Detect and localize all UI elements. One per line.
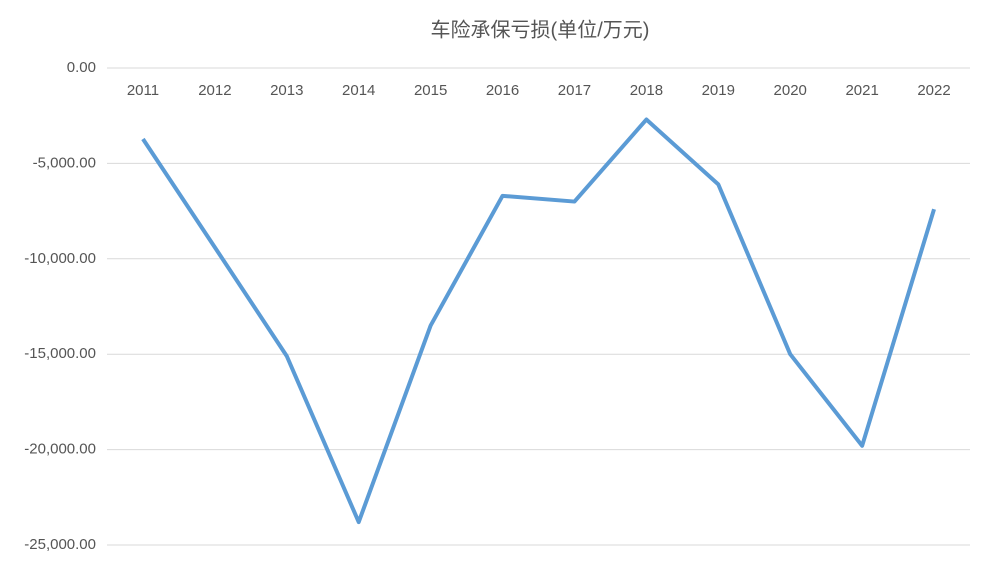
y-tick-label: -20,000.00 bbox=[24, 441, 96, 458]
x-tick-label: 2019 bbox=[702, 82, 735, 99]
y-tick-label: 0.00 bbox=[67, 59, 96, 76]
x-tick-label: 2020 bbox=[774, 82, 807, 99]
x-tick-label: 2011 bbox=[127, 82, 159, 99]
chart-title: 车险承保亏损(单位/万元) bbox=[431, 18, 650, 41]
y-tick-label: -5,000.00 bbox=[33, 154, 96, 171]
x-tick-label: 2015 bbox=[414, 82, 447, 99]
x-tick-label: 2014 bbox=[342, 82, 375, 99]
x-tick-label: 2018 bbox=[630, 82, 663, 99]
y-tick-label: -25,000.00 bbox=[24, 536, 96, 553]
x-tick-label: 2012 bbox=[198, 82, 231, 99]
x-tick-label: 2017 bbox=[558, 82, 591, 99]
x-tick-label: 2022 bbox=[917, 82, 950, 99]
x-tick-label: 2016 bbox=[486, 82, 519, 99]
y-tick-label: -10,000.00 bbox=[24, 250, 96, 267]
x-tick-label: 2013 bbox=[270, 82, 303, 99]
y-tick-label: -15,000.00 bbox=[24, 345, 96, 362]
x-tick-label: 2021 bbox=[845, 82, 878, 99]
data-line bbox=[141, 117, 936, 525]
